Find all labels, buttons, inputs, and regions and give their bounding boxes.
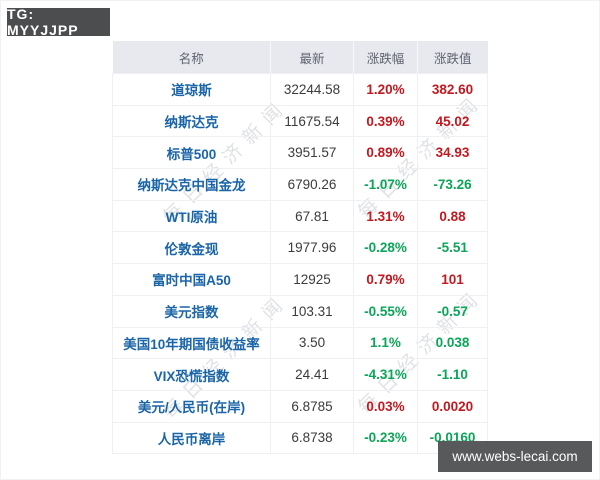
column-header-latest: 最新 <box>270 41 354 74</box>
table-header-row: 名称 最新 涨跌幅 涨跌值 <box>112 41 488 74</box>
latest-value: 3.50 <box>270 326 354 360</box>
table-row: 道琼斯 32244.58 1.20% 382.60 <box>112 73 488 106</box>
market-table-container: 名称 最新 涨跌幅 涨跌值 道琼斯 32244.58 1.20% 382.60 纳斯达克… <box>112 41 488 455</box>
website-badge: www.webs-lecai.com <box>438 441 592 472</box>
table-row: WTI原油 67.81 1.31% 0.88 <box>112 199 488 233</box>
latest-value: 67.81 <box>270 199 354 233</box>
table-row: 纳斯达克 11675.54 0.39% 45.02 <box>112 104 488 138</box>
latest-value: 6.8738 <box>270 421 354 455</box>
change-percent: 1.20% <box>353 73 418 106</box>
instrument-name: 人民币离岸 <box>112 421 271 455</box>
instrument-name: 富时中国A50 <box>112 263 271 296</box>
table-body: 道琼斯 32244.58 1.20% 382.60 纳斯达克 11675.54 0.39% 4… <box>112 73 488 455</box>
table-row: 美元指数 103.31 -0.55% -0.57 <box>112 294 488 328</box>
change-percent: -0.55% <box>353 294 418 328</box>
change-value: 382.60 <box>417 73 488 106</box>
table-row: 富时中国A50 12925 0.79% 101 <box>112 263 488 296</box>
change-value: -0.57 <box>417 294 488 328</box>
latest-value: 24.41 <box>270 358 354 391</box>
instrument-name: 标普500 <box>112 136 271 170</box>
table-row: 伦敦金现 1977.96 -0.28% -5.51 <box>112 231 488 265</box>
latest-value: 6.8785 <box>270 389 354 423</box>
change-percent: 0.89% <box>353 136 418 170</box>
change-value: 45.02 <box>417 104 488 138</box>
change-percent: -4.31% <box>353 358 418 391</box>
change-value: 0.038 <box>417 326 488 360</box>
instrument-name: 美国10年期国债收益率 <box>112 326 271 360</box>
latest-value: 12925 <box>270 263 354 296</box>
change-value: 34.93 <box>417 136 488 170</box>
latest-value: 3951.57 <box>270 136 354 170</box>
change-value: 0.0020 <box>417 389 488 423</box>
market-table: 名称 最新 涨跌幅 涨跌值 道琼斯 32244.58 1.20% 382.60 纳斯达克… <box>112 41 488 455</box>
table-row: 人民币离岸 6.8738 -0.23% -0.0160 <box>112 421 488 455</box>
instrument-name: 伦敦金现 <box>112 231 271 265</box>
latest-value: 11675.54 <box>270 104 354 138</box>
change-percent: -0.23% <box>353 421 418 455</box>
instrument-name: 纳斯达克中国金龙 <box>112 168 271 201</box>
change-value: -1.10 <box>417 358 488 391</box>
table-row: VIX恐慌指数 24.41 -4.31% -1.10 <box>112 358 488 391</box>
change-percent: -0.28% <box>353 231 418 265</box>
tg-contact-badge: TG: MYYJJPP <box>7 6 110 38</box>
change-percent: 1.1% <box>353 326 418 360</box>
table-row: 标普500 3951.57 0.89% 34.93 <box>112 136 488 170</box>
change-percent: 0.39% <box>353 104 418 138</box>
change-percent: -1.07% <box>353 168 418 201</box>
instrument-name: 美元/人民币(在岸) <box>112 389 271 423</box>
column-header-name: 名称 <box>112 41 271 74</box>
latest-value: 103.31 <box>270 294 354 328</box>
instrument-name: VIX恐慌指数 <box>112 358 271 391</box>
change-percent: 0.03% <box>353 389 418 423</box>
latest-value: 1977.96 <box>270 231 354 265</box>
table-row: 美元/人民币(在岸) 6.8785 0.03% 0.0020 <box>112 389 488 423</box>
column-header-change-pct: 涨跌幅 <box>353 41 418 74</box>
change-percent: 1.31% <box>353 199 418 233</box>
change-value: -73.26 <box>417 168 488 201</box>
change-value: -5.51 <box>417 231 488 265</box>
instrument-name: 纳斯达克 <box>112 104 271 138</box>
tg-contact-label: TG: MYYJJPP <box>7 6 79 38</box>
instrument-name: 美元指数 <box>112 294 271 328</box>
latest-value: 32244.58 <box>270 73 354 106</box>
instrument-name: 道琼斯 <box>112 73 271 106</box>
change-value: 0.88 <box>417 199 488 233</box>
latest-value: 6790.26 <box>270 168 354 201</box>
website-url-label: www.webs-lecai.com <box>452 449 578 464</box>
instrument-name: WTI原油 <box>112 199 271 233</box>
column-header-change-val: 涨跌值 <box>417 41 488 74</box>
change-percent: 0.79% <box>353 263 418 296</box>
table-row: 美国10年期国债收益率 3.50 1.1% 0.038 <box>112 326 488 360</box>
change-value: 101 <box>417 263 488 296</box>
table-row: 纳斯达克中国金龙 6790.26 -1.07% -73.26 <box>112 168 488 201</box>
